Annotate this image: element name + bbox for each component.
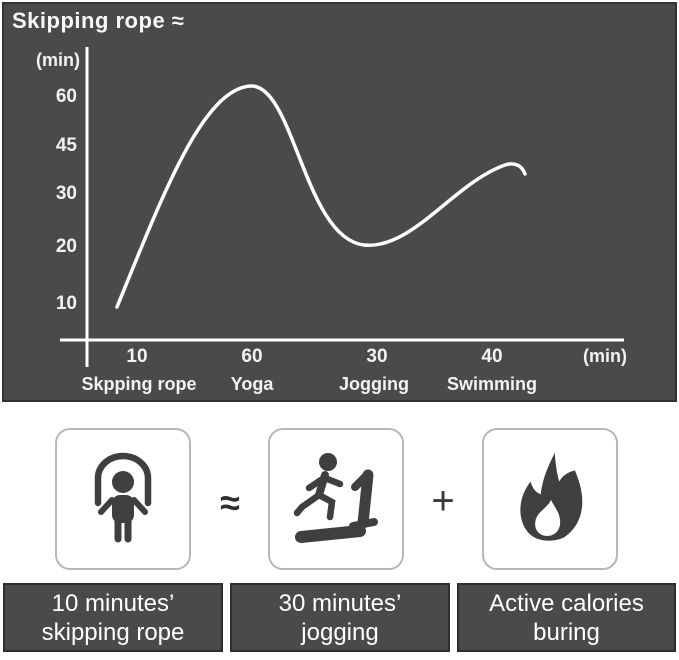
label-calories: Active calories buring <box>457 583 676 652</box>
card-jogging <box>268 428 404 570</box>
skipping-rope-icon <box>94 452 152 543</box>
chart-title: Skipping rope ≈ <box>12 8 185 33</box>
equivalence-curve <box>115 84 527 309</box>
label-line: Active calories <box>489 589 644 617</box>
x-tick-60: 60 <box>241 346 262 367</box>
label-jogging: 30 minutes’ jogging <box>230 583 450 652</box>
x-label-yoga: Yoga <box>231 374 275 394</box>
label-skipping-rope: 10 minutes’ skipping rope <box>3 583 223 652</box>
y-tick-30: 30 <box>56 183 77 204</box>
x-label-swimming: Swimming <box>447 374 537 394</box>
approx-symbol: ≈ <box>220 482 240 523</box>
plus-symbol: + <box>431 479 455 523</box>
flame-icon <box>520 452 583 541</box>
x-tick-10: 10 <box>126 346 147 367</box>
chart-panel: Skipping rope ≈ (min) 60 45 30 20 10 10 … <box>2 2 677 402</box>
y-axis-unit-label: (min) <box>36 50 80 70</box>
label-line: 10 minutes’ <box>51 589 175 617</box>
label-line: 30 minutes’ <box>278 589 402 617</box>
x-tick-40: 40 <box>481 346 502 367</box>
y-tick-45: 45 <box>56 135 78 156</box>
treadmill-run-icon <box>293 453 378 543</box>
x-label-skipping-rope: Skpping rope <box>81 374 196 394</box>
card-calories <box>482 428 618 570</box>
y-tick-60: 60 <box>56 86 77 107</box>
y-tick-10: 10 <box>56 293 77 314</box>
x-label-jogging: Jogging <box>339 374 409 394</box>
label-line: skipping rope <box>41 618 185 646</box>
y-tick-20: 20 <box>56 236 77 257</box>
card-skipping-rope <box>55 428 191 570</box>
label-line: buring <box>533 618 600 646</box>
label-line: jogging <box>301 618 379 646</box>
equivalence-line-chart: (min) 60 45 30 20 10 10 60 30 40 (min) S… <box>36 47 627 394</box>
x-tick-30: 30 <box>366 346 387 367</box>
x-axis-unit-label: (min) <box>583 346 627 366</box>
